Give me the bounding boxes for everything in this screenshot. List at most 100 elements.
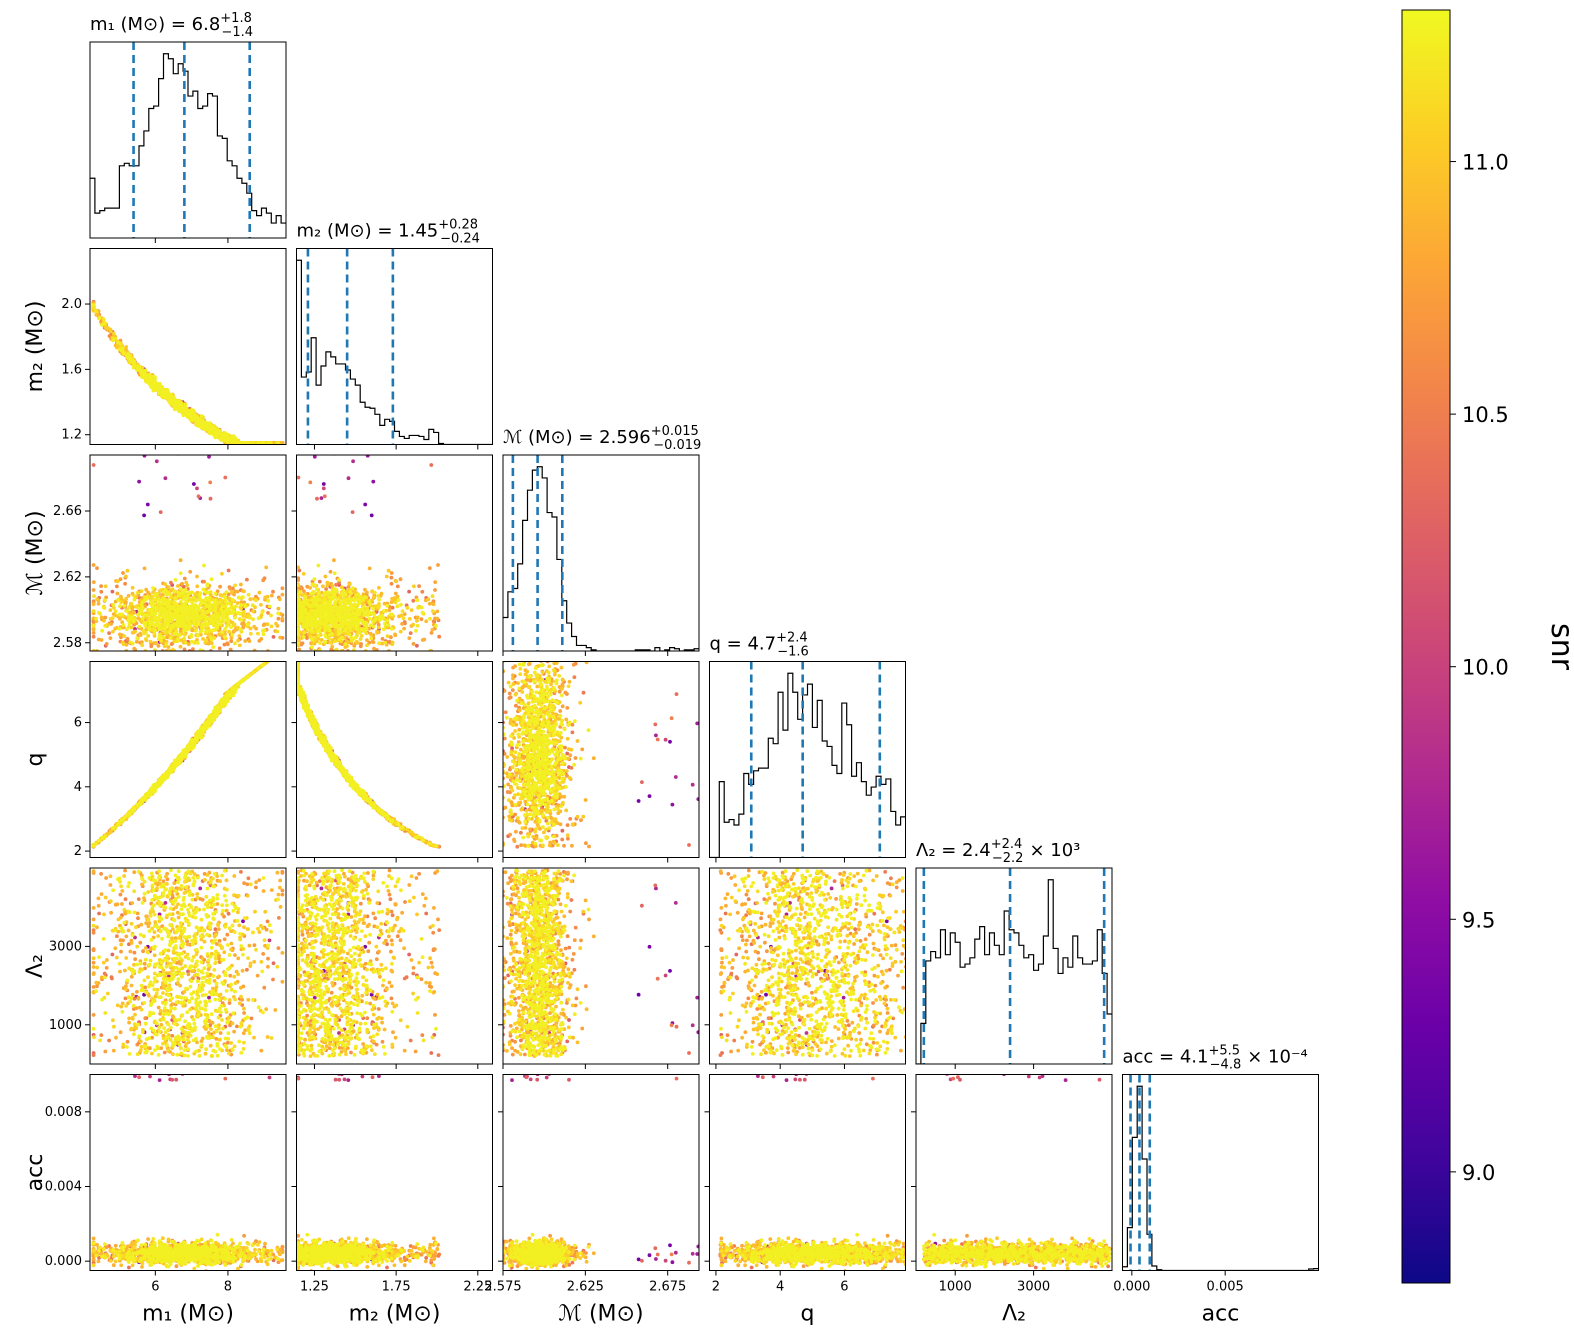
scatter-point [383,621,387,626]
scatter-point [277,651,281,655]
scatter-point [105,326,110,330]
scatter-point [122,634,127,638]
scatter-point [113,613,118,618]
scatter-point [271,655,275,659]
scatter-point [308,585,312,590]
scatter-point [204,629,209,633]
scatter-point [137,365,142,370]
scatter-mc-m2 [296,455,442,651]
scatter-point [92,594,96,598]
scatter-point [211,613,216,618]
scatter-point [183,588,188,592]
panel-frame [296,454,493,652]
scatter-point [277,597,282,602]
scatter-point [252,648,257,651]
panel-frame [89,248,287,445]
scatter-point [163,612,167,617]
scatter-point [183,601,188,606]
scatter-point [319,496,324,500]
scatter-point [183,640,188,645]
scatter-point [224,438,229,443]
scatter-point [239,600,244,604]
scatter-point [153,377,157,382]
scatter-point [323,590,328,595]
scatter-point [271,589,275,594]
scatter-point [142,566,147,571]
scatter-point [135,368,140,372]
scatter-point [355,597,360,602]
scatter-point [130,585,135,590]
scatter-point [361,598,366,602]
scatter-point [336,611,341,616]
scatter-point [372,612,377,617]
scatter-point [126,352,131,356]
scatter-point [380,637,385,641]
scatter-point [212,433,216,437]
scatter-point [169,635,173,640]
scatter-point [116,598,120,602]
scatter-point [296,475,301,480]
scatter-point [94,309,98,313]
scatter-point [328,640,333,645]
scatter-point [280,616,285,621]
scatter-point [91,599,96,604]
scatter-point [167,599,171,603]
scatter-point [317,622,322,627]
scatter-point [407,636,412,640]
scatter-point [112,331,116,336]
scatter-point [339,607,344,612]
scatter-point [299,607,303,612]
scatter-point [226,568,231,573]
scatter-point [91,602,96,607]
scatter-point [198,591,203,596]
scatter-point [154,641,158,645]
scatter-point [152,597,157,602]
scatter-point [364,623,369,628]
scatter-point [140,375,145,379]
scatter-point [365,590,369,595]
scatter-point [280,586,285,591]
scatter-point [350,510,355,514]
scatter-point [121,571,125,575]
scatter-point [301,612,306,616]
scatter-point [301,615,306,620]
scatter-point [229,636,234,640]
scatter-point [407,617,412,621]
scatter-point [228,647,233,651]
scatter-point [228,586,233,591]
scatter-point [377,597,381,602]
scatter-point [151,388,156,393]
scatter-point [427,601,432,606]
scatter-point [125,568,130,573]
scatter-point [324,625,329,630]
scatter-point [156,615,161,620]
scatter-point [221,604,226,609]
scatter-point [182,628,186,633]
scatter-point [339,625,344,629]
scatter-point [431,619,436,624]
scatter-point [154,382,159,386]
scatter-point [329,590,334,595]
scatter-point [173,404,178,409]
scatter-point [202,579,207,584]
scatter-point [387,608,392,612]
scatter-point [389,626,394,631]
scatter-point [180,609,185,614]
panel-mc-m1: 2.582.622.66ℳ (M⊙) [23,454,287,656]
scatter-point [132,594,137,598]
scatter-point [275,629,280,634]
histogram-m2 [296,259,493,445]
scatter-point [426,597,431,602]
scatter-point [131,365,136,370]
scatter-point [332,571,337,576]
scatter-point [105,832,110,836]
scatter-point [203,590,208,594]
scatter-point [376,605,381,610]
scatter-point [177,613,182,618]
scatter-point [431,602,436,607]
scatter-point [334,582,338,587]
scatter-point [224,617,229,622]
scatter-point [202,563,206,568]
scatter-point [313,636,317,640]
scatter-point [323,639,328,644]
